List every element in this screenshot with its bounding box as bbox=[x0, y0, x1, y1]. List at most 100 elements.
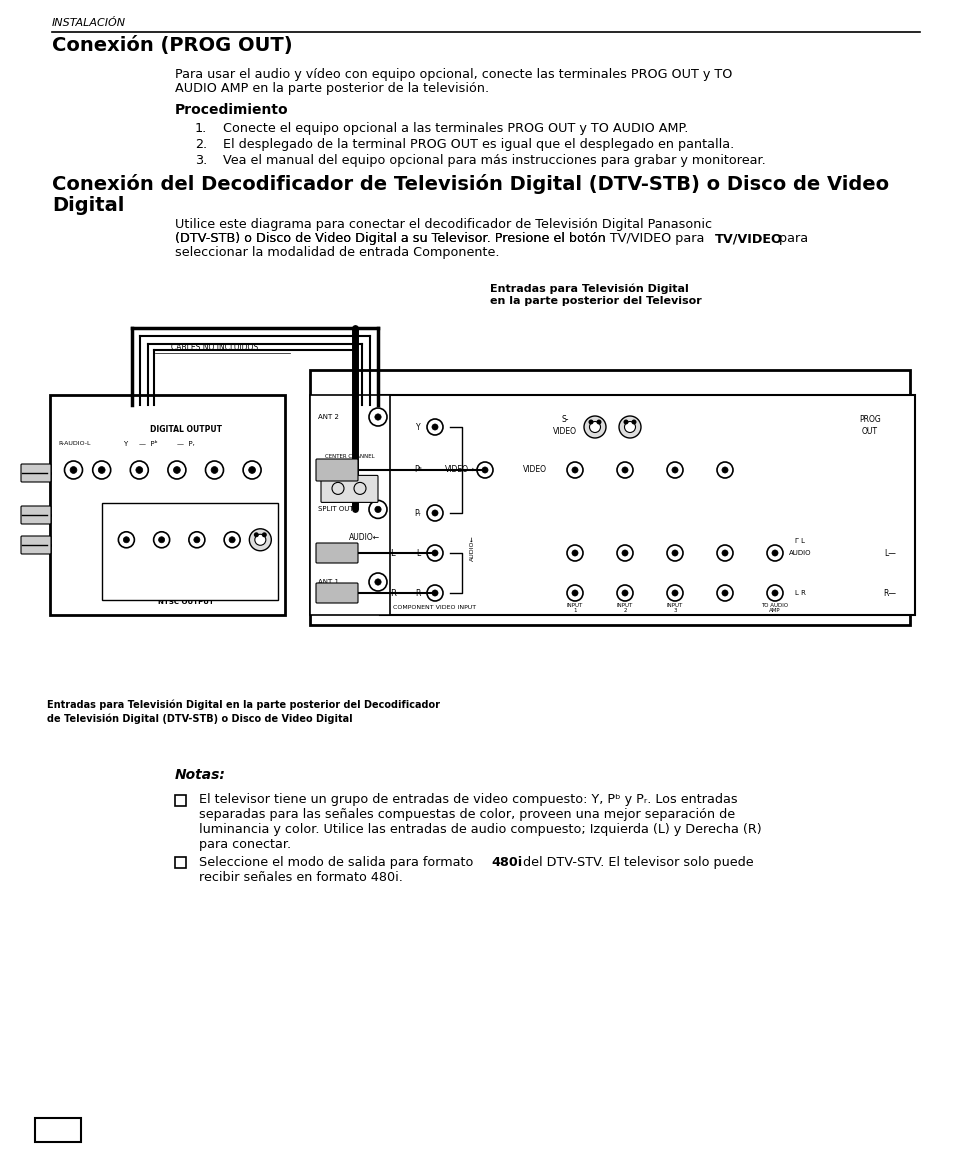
Text: Conecte el equipo opcional a las terminales PROG OUT y TO AUDIO AMP.: Conecte el equipo opcional a las termina… bbox=[223, 121, 688, 135]
Text: separadas para las señales compuestas de color, proveen una mejor separación de: separadas para las señales compuestas de… bbox=[199, 808, 735, 821]
Text: L: L bbox=[390, 548, 395, 558]
Circle shape bbox=[618, 417, 640, 439]
Circle shape bbox=[369, 408, 387, 426]
Text: Pᵇ: Pᵇ bbox=[414, 465, 421, 474]
Circle shape bbox=[721, 550, 727, 557]
Text: INPUT
1: INPUT 1 bbox=[566, 603, 582, 613]
Circle shape bbox=[249, 466, 255, 473]
Text: VIDEO: VIDEO bbox=[553, 427, 577, 436]
Text: OUT: OUT bbox=[862, 427, 877, 436]
Circle shape bbox=[135, 466, 143, 473]
Text: 10: 10 bbox=[50, 1123, 67, 1136]
Text: Γ L: Γ L bbox=[794, 538, 804, 544]
Text: 480i: 480i bbox=[491, 856, 521, 869]
Circle shape bbox=[588, 420, 593, 425]
Circle shape bbox=[375, 507, 381, 513]
Circle shape bbox=[123, 537, 130, 543]
Circle shape bbox=[572, 550, 578, 557]
Text: TV/VIDEO: TV/VIDEO bbox=[714, 233, 782, 245]
Text: VIDEO: VIDEO bbox=[522, 465, 546, 474]
Circle shape bbox=[254, 535, 266, 545]
Circle shape bbox=[432, 423, 437, 430]
FancyBboxPatch shape bbox=[35, 1118, 81, 1142]
Text: Utilice este diagrama para conectar el decodificador de Televisión Digital Panas: Utilice este diagrama para conectar el d… bbox=[174, 218, 711, 231]
Circle shape bbox=[432, 590, 437, 596]
Text: CABLES NO INCLUIDOS: CABLES NO INCLUIDOS bbox=[172, 342, 258, 352]
Circle shape bbox=[375, 414, 381, 420]
Text: luminancia y color. Utilice las entradas de audio compuesto; Izquierda (L) y Der: luminancia y color. Utilice las entradas… bbox=[199, 823, 760, 837]
Text: INPUT
3: INPUT 3 bbox=[666, 603, 682, 613]
Circle shape bbox=[596, 420, 601, 425]
FancyBboxPatch shape bbox=[175, 857, 186, 869]
Text: Entradas para Televisión Digital: Entradas para Televisión Digital bbox=[490, 283, 688, 294]
Text: NTSC OUTPUT: NTSC OUTPUT bbox=[158, 599, 214, 605]
FancyBboxPatch shape bbox=[315, 459, 357, 481]
Circle shape bbox=[621, 467, 627, 473]
Circle shape bbox=[589, 421, 599, 433]
FancyBboxPatch shape bbox=[50, 395, 285, 616]
Circle shape bbox=[671, 467, 678, 473]
Text: —  Pᵣ: — Pᵣ bbox=[177, 441, 194, 447]
Circle shape bbox=[583, 417, 605, 439]
Circle shape bbox=[249, 529, 271, 551]
Text: R—: R— bbox=[882, 589, 896, 597]
Text: PROG: PROG bbox=[859, 414, 880, 423]
Text: COMPONENT VIDEO INPUT: COMPONENT VIDEO INPUT bbox=[393, 605, 476, 610]
Text: Conexión del Decodificador de Televisión Digital (DTV-STB) o Disco de Video: Conexión del Decodificador de Televisión… bbox=[52, 174, 888, 194]
Text: R-AUDIO-L: R-AUDIO-L bbox=[59, 441, 91, 445]
Text: R-AUDIO-L: R-AUDIO-L bbox=[112, 581, 140, 585]
Circle shape bbox=[253, 532, 258, 537]
Text: Digital: Digital bbox=[52, 196, 124, 215]
Text: Seleccione el modo de salida para formato: Seleccione el modo de salida para format… bbox=[199, 856, 476, 869]
Text: R: R bbox=[415, 589, 420, 597]
Text: (DTV-STB) o Disco de Video Digital a su Televisor. Presione el botón TV/VIDEO pa: (DTV-STB) o Disco de Video Digital a su … bbox=[174, 233, 703, 245]
FancyBboxPatch shape bbox=[310, 395, 390, 616]
Circle shape bbox=[721, 590, 727, 596]
Circle shape bbox=[98, 466, 105, 473]
Circle shape bbox=[771, 550, 778, 557]
Text: Notas:: Notas: bbox=[174, 768, 226, 782]
Text: AUDIO←: AUDIO← bbox=[349, 533, 380, 543]
Text: INPUT
2: INPUT 2 bbox=[617, 603, 633, 613]
FancyBboxPatch shape bbox=[320, 476, 377, 502]
Circle shape bbox=[623, 420, 628, 425]
Text: L R: L R bbox=[794, 590, 804, 596]
Circle shape bbox=[721, 467, 727, 473]
Circle shape bbox=[572, 467, 578, 473]
FancyBboxPatch shape bbox=[315, 543, 357, 563]
Circle shape bbox=[432, 510, 437, 516]
Circle shape bbox=[211, 466, 217, 473]
Text: ANT 2: ANT 2 bbox=[317, 414, 338, 420]
Text: seleccionar la modalidad de entrada Componente.: seleccionar la modalidad de entrada Comp… bbox=[174, 246, 499, 259]
Text: Pᵣ: Pᵣ bbox=[415, 508, 421, 517]
Circle shape bbox=[229, 537, 235, 543]
Text: SPLIT OUT: SPLIT OUT bbox=[317, 507, 354, 513]
Text: INSTALACIÓN: INSTALACIÓN bbox=[52, 19, 126, 28]
Text: recibir señales en formato 480i.: recibir señales en formato 480i. bbox=[199, 871, 402, 884]
Text: Vea el manual del equipo opcional para más instrucciones para grabar y monitorea: Vea el manual del equipo opcional para m… bbox=[223, 154, 765, 167]
Circle shape bbox=[70, 466, 77, 473]
Circle shape bbox=[481, 467, 488, 473]
Text: R: R bbox=[390, 589, 395, 597]
Circle shape bbox=[621, 550, 627, 557]
Circle shape bbox=[432, 550, 437, 557]
Text: del DTV-STV. El televisor solo puede: del DTV-STV. El televisor solo puede bbox=[518, 856, 753, 869]
Text: AUDIO: AUDIO bbox=[788, 550, 810, 557]
Text: VIDEO→: VIDEO→ bbox=[444, 465, 475, 474]
Circle shape bbox=[631, 420, 636, 425]
Circle shape bbox=[173, 466, 180, 473]
Circle shape bbox=[261, 532, 267, 537]
Text: VIDEO: VIDEO bbox=[185, 581, 202, 585]
Text: S-VIDEO: S-VIDEO bbox=[245, 581, 268, 585]
Text: AUDIO AMP en la parte posterior de la televisión.: AUDIO AMP en la parte posterior de la te… bbox=[174, 82, 489, 95]
Text: INPUT: INPUT bbox=[341, 467, 357, 472]
Text: 3.: 3. bbox=[194, 154, 207, 167]
Text: L: L bbox=[416, 548, 419, 558]
Text: —  Pᵇ: — Pᵇ bbox=[139, 441, 157, 447]
Circle shape bbox=[624, 421, 635, 433]
FancyBboxPatch shape bbox=[102, 503, 277, 599]
Text: ANT 1: ANT 1 bbox=[317, 578, 338, 585]
Circle shape bbox=[621, 590, 627, 596]
Text: CENTER CHANNEL: CENTER CHANNEL bbox=[325, 454, 375, 459]
Text: Procedimiento: Procedimiento bbox=[174, 103, 289, 117]
